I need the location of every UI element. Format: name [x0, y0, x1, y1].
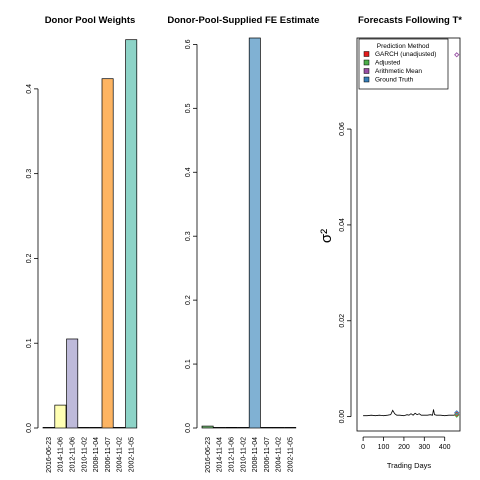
forecasts-x-axis-label: Trading Days [387, 461, 432, 470]
donor-weights-x-labels: 2016-06-23 2014-11-06 2012-11-06 2010-11-02… [46, 437, 136, 473]
donor-weights-y-axis: 0.0 0.1 0.2 0.3 0.4 [26, 84, 39, 433]
x-tick-label: 2016-06-23 [205, 437, 212, 473]
y-tick-label: 0.02 [339, 314, 346, 328]
y-tick-label: 0.2 [26, 253, 33, 263]
x-tick-label: 2008-11-04 [93, 437, 100, 472]
y-tick-label: 0.6 [185, 39, 192, 49]
forecasts-y-axis-label: σ² [318, 229, 335, 243]
volatility-line [363, 409, 456, 417]
x-tick-label: 2014-11-04 [217, 437, 224, 472]
x-tick-label: 2006-11-07 [264, 437, 271, 472]
y-tick-label: 0.4 [26, 84, 33, 94]
x-tick-label: 2014-11-06 [58, 437, 65, 472]
forecasts-plot-box [356, 37, 461, 432]
fe-estimates-x-labels: 2016-06-23 2014-11-04 2012-11-06 2010-11-02… [205, 437, 295, 473]
legend-swatch [363, 68, 370, 74]
x-tick-label: 2004-11-02 [117, 437, 124, 472]
legend-label: GARCH (unadjusted) [375, 51, 436, 58]
y-tick-label: 0.2 [185, 295, 192, 305]
bar-2006-11-07 [260, 427, 273, 429]
bar-2016-06-23 [42, 427, 55, 429]
bar-2002-11-05 [125, 39, 138, 429]
fe-estimates-panel: Donor-Pool-Supplied FE Estimates 0.00.10… [167, 15, 324, 473]
x-tick-label: 2010-11-02 [81, 437, 88, 472]
bar-2008-11-04 [89, 427, 102, 429]
bar-2008-11-04 [248, 37, 261, 429]
y-tick-label: 0.0 [185, 423, 192, 433]
x-tick-label: 2002-11-05 [288, 437, 295, 472]
x-tick-label: 0 [361, 444, 365, 451]
donor-weights-title: Donor Pool Weights [45, 15, 136, 26]
x-tick-label: 2010-11-02 [240, 437, 247, 472]
bar-2010-11-02 [237, 427, 249, 429]
y-tick-label: 0.0 [26, 423, 33, 433]
forecasts-axes: 0 100 200 300 400 0.00 0.02 0.04 0.06 [339, 122, 451, 451]
legend-label: Arithmetic Mean [375, 68, 422, 75]
x-tick-label: 2012-11-06 [70, 437, 77, 472]
x-tick-label: 300 [418, 444, 430, 451]
forecasts-panel: Forecasts Following T* 0 100 200 300 400 0.00… [318, 15, 462, 470]
bar-2004-11-02 [113, 427, 126, 429]
y-tick-label: 0.1 [185, 359, 192, 369]
forecasts-legend: Prediction Method GARCH (unadjusted) Adju… [358, 38, 449, 90]
y-tick-label: 0.3 [185, 231, 192, 241]
legend-box [358, 38, 449, 90]
x-tick-label: 200 [398, 444, 410, 451]
x-tick-label: 100 [378, 444, 390, 451]
legend-label: Adjusted [375, 60, 401, 67]
legend-title: Prediction Method [377, 43, 430, 50]
y-tick-label: 0.3 [26, 169, 33, 179]
forecasts-series [363, 52, 460, 418]
donor-weights-panel: Donor Pool Weights 0.0 0.1 0.2 0.3 0.4 2016-… [26, 15, 138, 473]
bar-2006-11-07 [101, 78, 114, 429]
bar-2004-11-02 [272, 427, 285, 429]
legend-label: Ground Truth [375, 77, 414, 84]
x-tick-label: 2008-11-04 [252, 437, 259, 472]
legend-swatch [363, 51, 370, 57]
x-tick-label: 2016-06-23 [46, 437, 53, 473]
donor-weights-bars [42, 39, 138, 429]
forecasts-title: Forecasts Following T* [358, 15, 462, 26]
legend-swatch [363, 59, 370, 66]
y-tick-label: 0.06 [339, 122, 346, 136]
bar-2012-11-06 [66, 338, 79, 429]
bar-2012-11-06 [225, 427, 238, 429]
bar-2016-06-23 [201, 425, 214, 429]
fe-estimates-bars [201, 37, 297, 429]
bar-2010-11-02 [78, 427, 90, 429]
x-tick-label: 2004-11-02 [276, 437, 283, 472]
y-tick-label: 0.04 [339, 218, 346, 232]
bar-2014-11-06 [54, 404, 67, 429]
y-tick-label: 0.5 [185, 103, 192, 113]
bar-2014-11-04 [213, 427, 226, 429]
x-tick-label: 2012-11-06 [229, 437, 236, 472]
x-tick-label: 400 [439, 444, 451, 451]
fe-estimates-y-axis: 0.0 0.1 0.2 0.3 0.4 0.5 0.6 [185, 39, 198, 433]
y-tick-label: 0.4 [185, 167, 192, 177]
y-tick-label: 0.1 [26, 338, 33, 348]
bar-2002-11-05 [284, 427, 297, 429]
fe-estimates-title: Donor-Pool-Supplied FE Estimates [167, 15, 324, 26]
forecast-point-2 [454, 412, 460, 418]
x-tick-label: 2002-11-05 [129, 437, 136, 472]
x-tick-label: 2006-11-07 [105, 437, 112, 472]
forecast-point-4 [454, 410, 460, 416]
legend-swatch [363, 76, 370, 83]
forecast-point-3 [454, 52, 460, 58]
y-tick-label: 0.00 [339, 410, 346, 424]
